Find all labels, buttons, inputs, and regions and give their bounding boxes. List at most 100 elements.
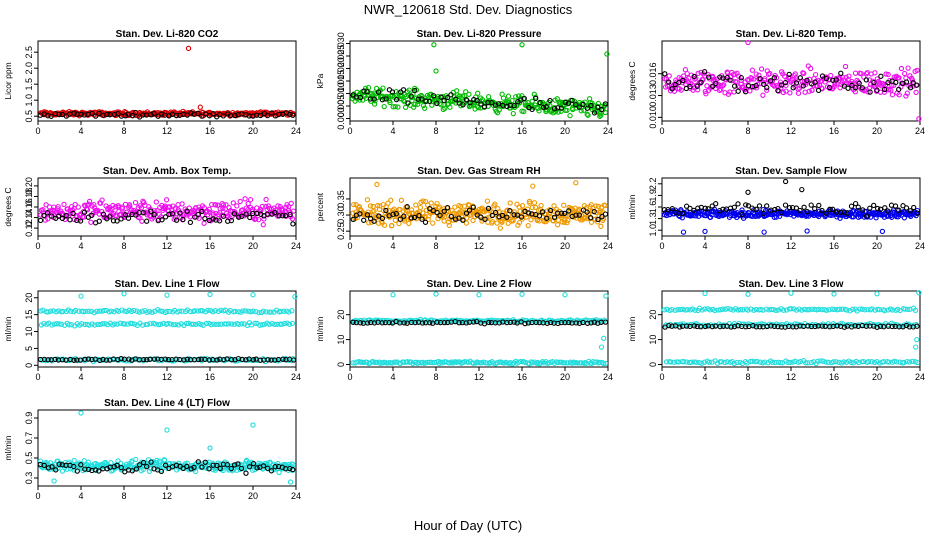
data-point (144, 218, 150, 224)
data-point (771, 75, 777, 81)
data-point (86, 322, 92, 328)
y-tick-label: 0.16 (24, 198, 34, 216)
data-point (676, 79, 682, 86)
data-point (404, 204, 410, 210)
data-point (688, 72, 695, 78)
data-point (54, 321, 60, 327)
data-point-outlier (804, 228, 810, 234)
data-points (350, 291, 609, 367)
data-point (215, 202, 221, 208)
data-point (475, 104, 482, 111)
data-point (718, 359, 725, 365)
data-point (675, 307, 681, 313)
data-point (470, 319, 477, 325)
data-point-outlier (164, 292, 170, 298)
data-point (769, 359, 776, 365)
data-point (543, 104, 549, 110)
data-point (154, 457, 160, 464)
data-point (863, 213, 870, 219)
data-point (713, 80, 719, 87)
data-point (687, 205, 693, 212)
data-point (192, 214, 198, 220)
data-point (396, 220, 402, 227)
data-point (397, 216, 404, 222)
data-point (419, 96, 425, 102)
data-point (405, 100, 411, 106)
data-point (379, 320, 385, 326)
data-point (389, 89, 396, 95)
data-point (59, 357, 66, 363)
data-point (242, 196, 248, 202)
data-point (856, 80, 862, 86)
data-point (867, 89, 873, 95)
data-point (236, 321, 242, 327)
x-tick-label: 8 (121, 372, 126, 382)
data-point (809, 87, 815, 93)
y-tick-label: 10 (648, 335, 658, 345)
data-point (783, 307, 790, 313)
data-point (731, 204, 738, 210)
data-point-outlier (745, 291, 751, 297)
data-point (584, 209, 590, 215)
data-point (107, 214, 113, 220)
data-point (871, 79, 877, 86)
data-point (416, 212, 422, 219)
data-point (694, 83, 700, 89)
data-point (89, 356, 95, 363)
data-point (734, 359, 740, 366)
data-point (61, 201, 67, 208)
series-all-samples (350, 291, 609, 367)
data-point (735, 201, 741, 207)
data-point (272, 209, 278, 216)
data-point (374, 359, 380, 366)
data-point (256, 216, 262, 223)
data-point (819, 323, 825, 329)
x-tick-label: 0 (35, 241, 40, 251)
data-point (170, 321, 177, 328)
x-tick-label: 8 (745, 241, 750, 251)
x-tick-label: 4 (702, 241, 707, 251)
data-point (910, 80, 916, 86)
data-point (717, 307, 723, 313)
data-point (114, 218, 120, 224)
y-axis-label: degrees C (627, 61, 637, 100)
data-point (239, 356, 245, 363)
x-tick-label: 20 (872, 241, 882, 251)
data-point (721, 82, 727, 88)
data-point (371, 101, 378, 107)
y-tick-label: 1.6 (648, 201, 658, 214)
data-point (722, 306, 729, 312)
data-point (554, 222, 561, 228)
x-tick-label: 24 (915, 126, 925, 136)
y-axis-label: ml/min (3, 435, 13, 460)
data-point (800, 83, 806, 89)
data-point (778, 209, 785, 216)
data-point (140, 459, 147, 466)
data-point (247, 197, 254, 203)
data-point-outlier (603, 293, 609, 299)
data-point (114, 321, 120, 327)
data-point (761, 81, 767, 88)
x-tick-label: 16 (205, 241, 215, 251)
data-point (522, 320, 528, 327)
data-point (839, 306, 845, 312)
data-point (745, 203, 752, 209)
data-point (177, 308, 183, 314)
data-point (595, 216, 601, 223)
x-tick-label: 24 (603, 126, 613, 136)
plot-frame (37, 40, 297, 122)
data-point-outlier (250, 422, 256, 428)
data-point (869, 306, 875, 312)
data-point (778, 82, 785, 88)
data-point (786, 205, 793, 211)
data-point (827, 324, 833, 330)
data-point (163, 197, 170, 203)
data-point (74, 468, 80, 474)
data-point (565, 217, 571, 223)
data-point (45, 357, 51, 363)
data-point (350, 319, 356, 325)
data-point (872, 70, 878, 76)
data-point-outlier (250, 292, 256, 298)
data-point (58, 321, 65, 327)
